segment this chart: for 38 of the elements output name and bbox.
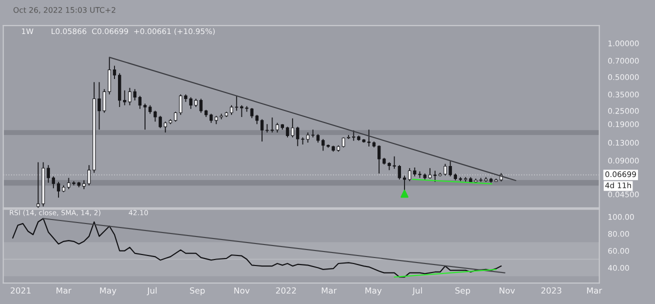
candlestick (408, 168, 412, 182)
x-tick-label: Jul (146, 287, 157, 296)
x-tick-label: May (100, 287, 116, 296)
candlestick (322, 138, 325, 152)
candlestick (112, 65, 116, 80)
candlestick (199, 98, 203, 114)
candlestick (311, 129, 315, 138)
x-tick-label: May (365, 287, 382, 296)
x-tick-label: Mar (322, 287, 337, 294)
candlestick (143, 103, 147, 130)
candlestick (433, 170, 437, 182)
candlestick (230, 104, 234, 116)
x-tick-label: Jul (412, 287, 422, 296)
candlestick (255, 114, 259, 125)
candlestick (138, 95, 142, 110)
candlestick (260, 118, 264, 142)
candlestick (235, 95, 238, 112)
x-tick-label: Nov (234, 287, 250, 294)
candlestick (428, 168, 432, 180)
x-tick-label: Mar (56, 287, 72, 294)
candlestick (87, 164, 91, 186)
x-tick-label: Sep (190, 287, 205, 296)
x-tick-label: Mar (587, 287, 602, 294)
candlestick (286, 126, 290, 138)
x-tick-label: 2021 (10, 287, 31, 294)
x-tick-label: Nov (500, 287, 515, 294)
candlestick (108, 56, 111, 95)
candlestick (56, 181, 60, 198)
x-tick-label: 2023 (541, 287, 562, 294)
candlestick (52, 176, 56, 189)
candlestick (377, 144, 381, 174)
candlestick (290, 118, 294, 138)
x-tick-label: 2022 (276, 287, 296, 294)
candlestick (367, 129, 370, 148)
candlestick (402, 175, 406, 191)
x-tick-label: Sep (455, 287, 470, 296)
candlestick (398, 164, 402, 180)
candlestick (174, 111, 178, 122)
